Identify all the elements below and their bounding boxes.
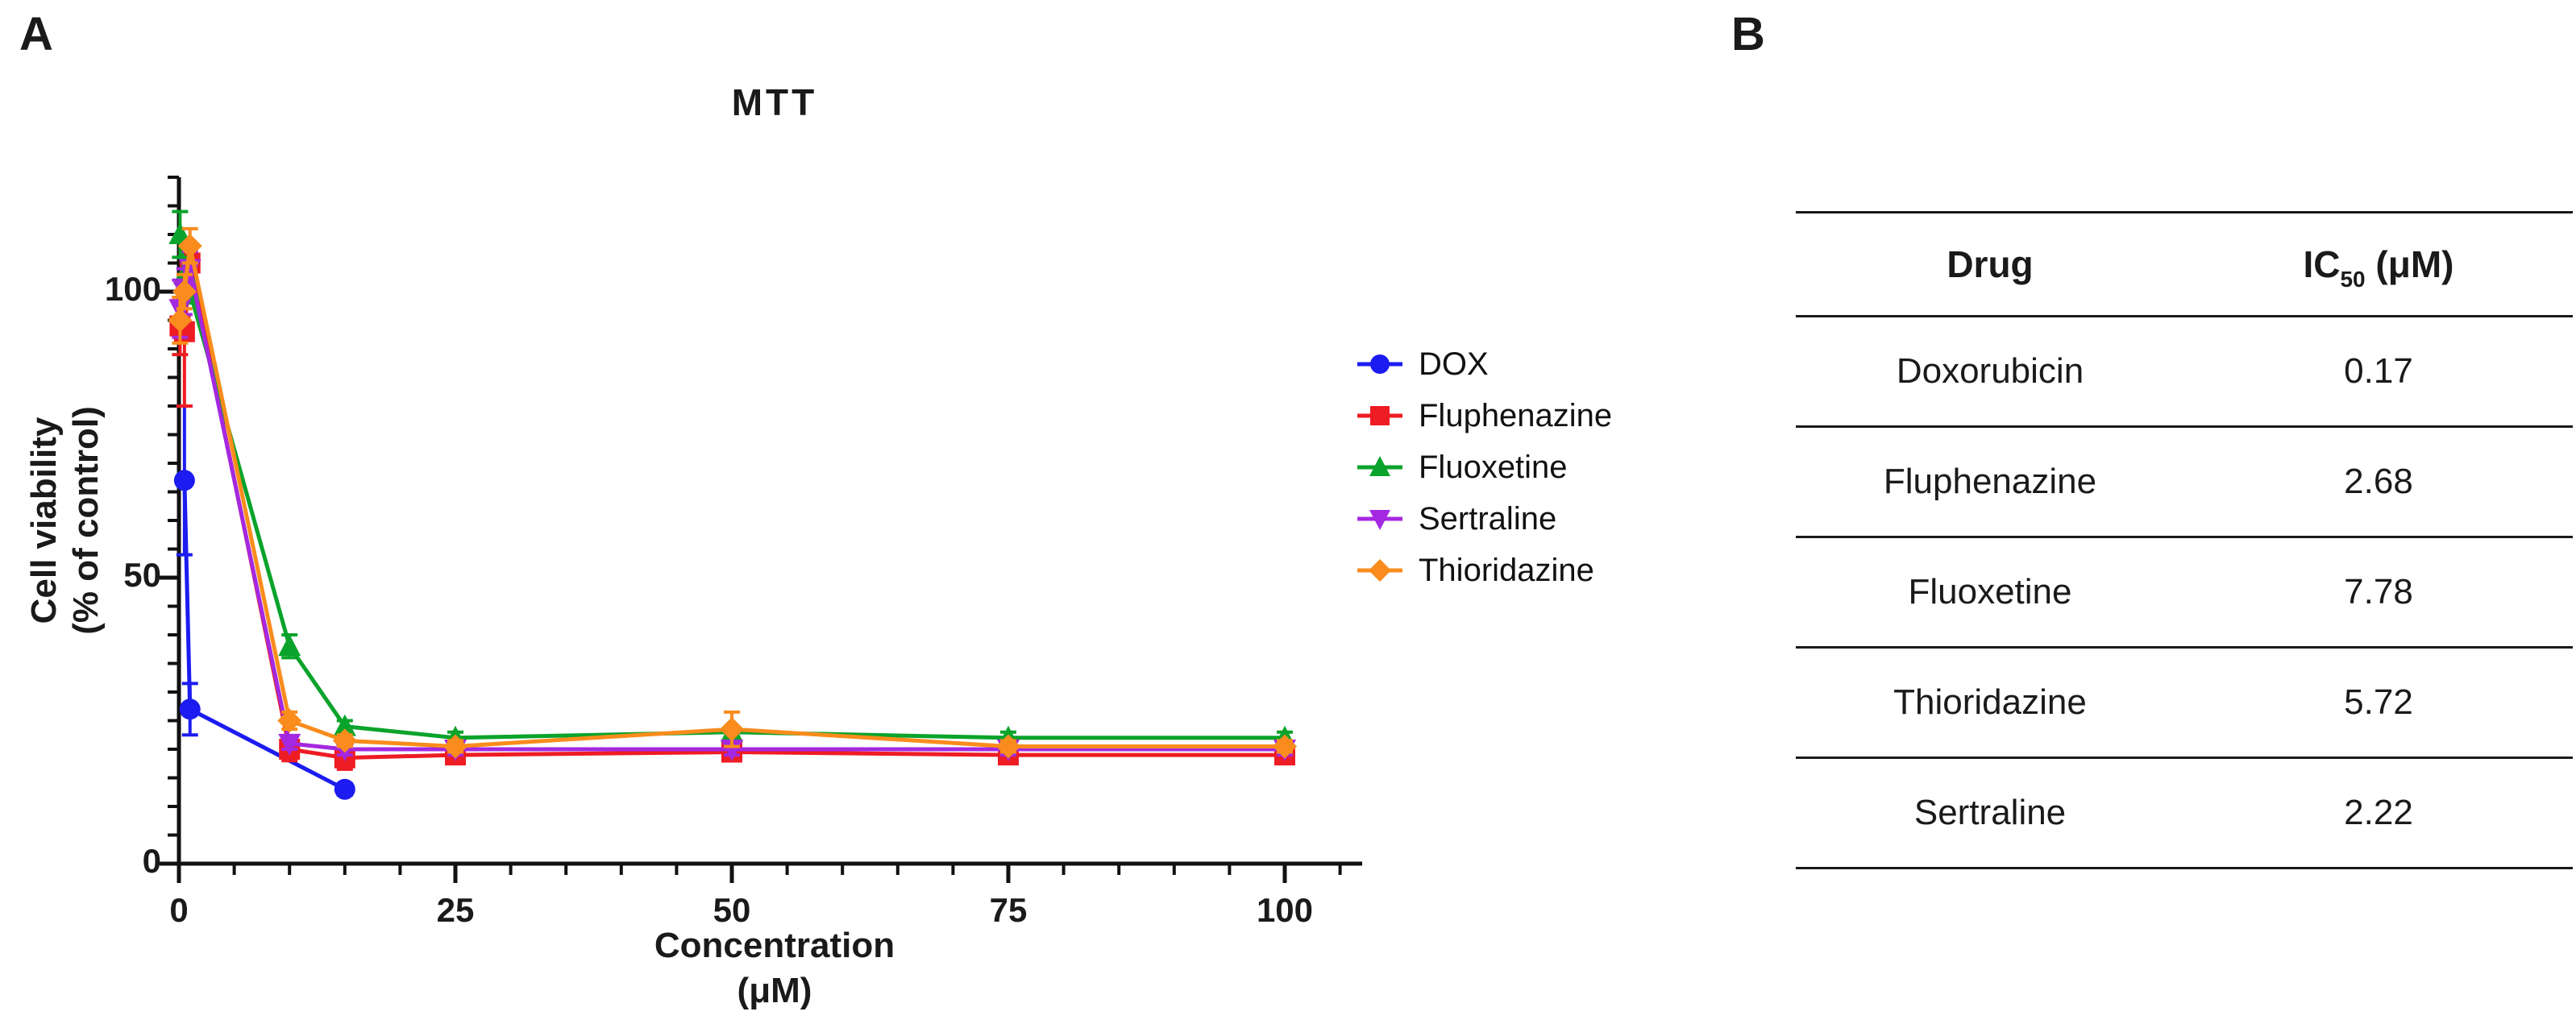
ic50-value-cell: 2.22 [2344,793,2413,832]
table-row: Sertraline 2.22 [1796,759,2573,869]
table-header-ic50: IC50 (μM) [2184,213,2573,315]
table-row: Doxorubicin 0.17 [1796,317,2573,428]
table-header-row: Drug IC50 (μM) [1796,213,2573,317]
legend-label: Sertraline [1419,500,1557,537]
legend-item: DOX [1356,338,1612,390]
table-body: Doxorubicin 0.17 Fluphenazine 2.68 Fluoxetin… [1796,317,2573,869]
drug-name-cell: Fluoxetine [1908,572,2072,611]
x-tick-label: 0 [169,891,189,929]
table-row: Fluphenazine 2.68 [1796,428,2573,538]
table-row: Fluoxetine 7.78 [1796,538,2573,649]
x-tick-label: 100 [1256,891,1314,929]
x-tick-label: 25 [436,891,475,929]
legend-item: Thioridazine [1356,545,1612,596]
table-row: Thioridazine 5.72 [1796,649,2573,759]
x-axis-title: Concentration (μM) [179,923,1370,1013]
ic50-value-cell: 2.68 [2344,462,2413,501]
chart-legend: DOX Fluphenazine Fluoxetine Sertraline Thior… [1356,338,1612,596]
drug-name-cell: Doxorubicin [1896,351,2084,391]
y-axis-title-line1: Cell viability [24,417,64,624]
legend-item: Sertraline [1356,493,1612,545]
legend-label: Fluphenazine [1419,397,1613,433]
ic50-value-cell: 7.78 [2344,572,2413,611]
legend-label: DOX [1419,346,1489,382]
legend-marker-triangle-down [1357,510,1402,530]
panel-a-label: A [19,8,53,60]
x-axis-title-line1: Concentration [654,926,895,965]
legend-label: Thioridazine [1419,552,1594,588]
x-axis-title-line2: (μM) [737,971,812,1010]
drug-name-cell: Fluphenazine [1883,462,2097,501]
panel-b-label: B [1731,8,1765,60]
y-tick-label: 50 [123,556,161,594]
drug-name-cell: Sertraline [1913,793,2067,832]
ic50-value-cell: 5.72 [2344,682,2413,722]
drug-name-cell: Thioridazine [1893,682,2087,722]
ic50-value-cell: 0.17 [2344,351,2413,391]
legend-marker-triangle-up [1357,456,1402,476]
y-tick-label: 0 [142,842,161,880]
y-tick-label: 100 [104,270,161,308]
legend-marker-circle [1357,354,1402,374]
ic50-header-unit: (μM) [2365,243,2454,285]
legend-label: Fluoxetine [1419,449,1568,485]
legend-item: Fluoxetine [1356,441,1612,493]
y-axis-title-line2: (% of control) [66,406,106,635]
ic50-header-subscript: 50 [2340,267,2366,292]
legend-marker-diamond [1357,559,1402,582]
legend-item: Fluphenazine [1356,390,1612,441]
table-header-drug: Drug [1947,243,2034,285]
mtt-line-chart [160,176,1363,883]
x-tick-label: 75 [989,891,1028,929]
x-tick-label: 50 [713,891,751,929]
ic50-table: Drug IC50 (μM) Doxorubicin 0.17 Fluphenazi… [1796,211,2573,869]
chart-title: MTT [731,81,818,123]
y-axis-title: Cell viability (% of control) [23,292,110,748]
ic50-header-base: IC [2303,243,2341,285]
legend-marker-square [1357,406,1402,425]
